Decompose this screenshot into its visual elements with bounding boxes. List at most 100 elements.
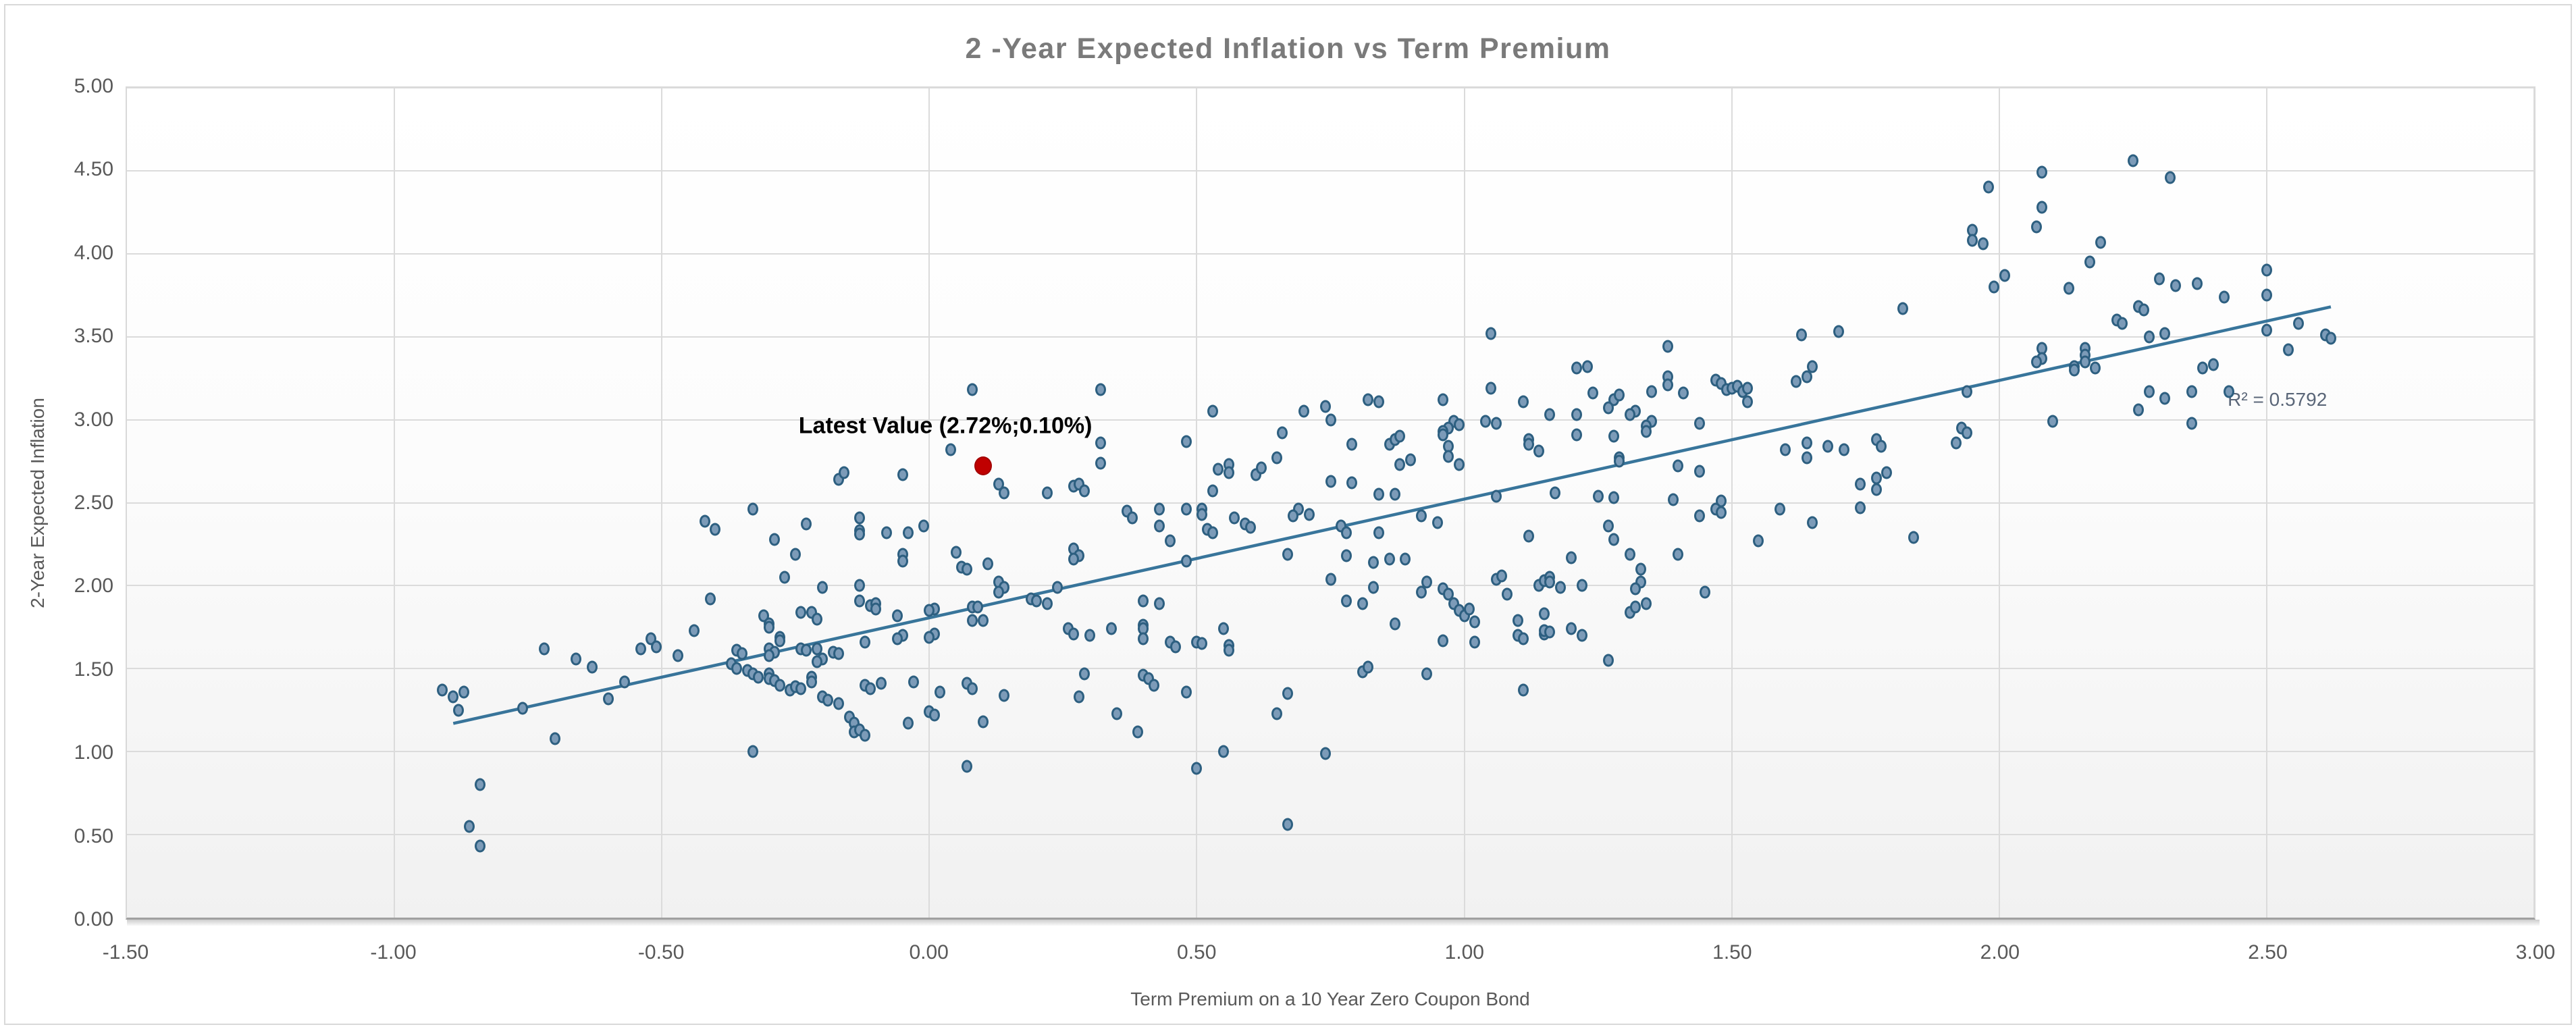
scatter-point (870, 602, 882, 616)
horizontal-gridline (127, 751, 2534, 753)
vertical-gridline (394, 88, 396, 918)
y-tick-label: 1.00 (74, 741, 113, 764)
scatter-point (1700, 585, 1711, 599)
scatter-point (2047, 415, 2058, 428)
vertical-gridline (661, 88, 663, 918)
scatter-point (1544, 575, 1556, 589)
scatter-point (1625, 548, 1636, 561)
scatter-point (999, 689, 1010, 702)
scatter-point (961, 760, 972, 773)
scatter-point (865, 682, 876, 695)
scatter-point (1405, 453, 1417, 467)
scatter-point (1421, 575, 1433, 589)
scatter-point (1367, 581, 1379, 594)
scatter-point (2325, 332, 2336, 345)
scatter-point (1801, 451, 1812, 465)
scatter-point (1870, 471, 1882, 485)
y-tick-label: 0.50 (74, 824, 113, 847)
scatter-point (448, 690, 459, 704)
scatter-point (1603, 401, 1614, 415)
scatter-point (1464, 602, 1475, 616)
scatter-point (1480, 415, 1492, 428)
scatter-point (1346, 438, 1358, 451)
scatter-point (1608, 491, 1620, 504)
horizontal-gridline (127, 502, 2534, 504)
scatter-point (1640, 597, 1652, 610)
vertical-gridline (1998, 88, 2000, 918)
scatter-point (854, 579, 866, 592)
x-axis-shadow (127, 920, 2540, 926)
scatter-point (1988, 280, 1999, 294)
scatter-point (2197, 361, 2208, 375)
scatter-point (811, 642, 822, 656)
scatter-point (1870, 483, 1882, 496)
horizontal-gridline (127, 668, 2534, 670)
vertical-gridline (1196, 88, 1198, 918)
scatter-point (1041, 486, 1053, 500)
scatter-point (1282, 687, 1294, 700)
scatter-point (774, 679, 785, 692)
scatter-point (811, 655, 822, 668)
scatter-point (1095, 456, 1106, 469)
scatter-point (1164, 534, 1176, 548)
scatter-point (1742, 381, 1754, 395)
scatter-point (1625, 408, 1636, 421)
scatter-point (935, 685, 946, 699)
scatter-point (1999, 269, 2010, 282)
x-tick-label: 3.00 (2515, 941, 2556, 964)
x-tick-label: 1.50 (1712, 941, 1752, 964)
scatter-point (1384, 552, 1395, 566)
scatter-point (1325, 573, 1336, 586)
scatter-point (811, 612, 822, 626)
scatter-point (2207, 358, 2219, 371)
y-axis-title: 2-Year Expected Inflation (27, 398, 48, 608)
scatter-point (2138, 303, 2149, 317)
scatter-point (1271, 707, 1283, 720)
scatter-point (1603, 519, 1614, 533)
scatter-point (918, 519, 930, 533)
scatter-point (2079, 355, 2091, 369)
scatter-point (1908, 531, 1920, 544)
scatter-point (1197, 637, 1208, 650)
scatter-point (2224, 385, 2235, 398)
scatter-point (908, 675, 919, 689)
scatter-point (2063, 282, 2074, 295)
scatter-point (1105, 622, 1117, 635)
scatter-point (1213, 463, 1224, 476)
scatter-point (1469, 615, 1481, 629)
scatter-point (474, 778, 485, 791)
scatter-point (1806, 516, 1818, 529)
scatter-point (1678, 386, 1689, 400)
scatter-point (1967, 234, 1978, 247)
x-tick-label: -1.50 (102, 941, 149, 964)
scatter-point (1362, 393, 1373, 406)
scatter-point (2170, 279, 2182, 292)
scatter-point (2090, 361, 2101, 375)
vertical-gridline (1463, 88, 1465, 918)
x-tick-label: 0.50 (1177, 941, 1217, 964)
x-axis-title: Term Premium on a 10 Year Zero Coupon Bo… (1130, 988, 1530, 1009)
plot-area[interactable]: Latest Value (2.72%;0.10%) R² = 0.5792 (126, 86, 2535, 920)
scatter-point (1319, 400, 1331, 413)
scatter-point (891, 609, 903, 623)
scatter-point (1539, 607, 1550, 621)
scatter-point (747, 502, 758, 516)
scatter-point (1576, 629, 1587, 642)
scatter-point (1839, 443, 1850, 456)
scatter-point (2159, 392, 2171, 405)
scatter-point (1041, 597, 1053, 610)
scatter-point (977, 715, 989, 729)
scatter-point (1630, 600, 1641, 614)
scatter-point (1138, 594, 1149, 608)
scatter-point (603, 692, 614, 706)
scatter-point (2261, 288, 2272, 302)
scatter-point (1592, 490, 1604, 503)
scatter-point (1662, 340, 1673, 353)
scatter-point (1437, 393, 1448, 406)
scatter-point (2031, 220, 2043, 234)
scatter-point (453, 704, 465, 717)
scatter-point (1640, 425, 1652, 438)
scatter-point (1742, 395, 1754, 408)
scatter-point (1662, 378, 1673, 392)
